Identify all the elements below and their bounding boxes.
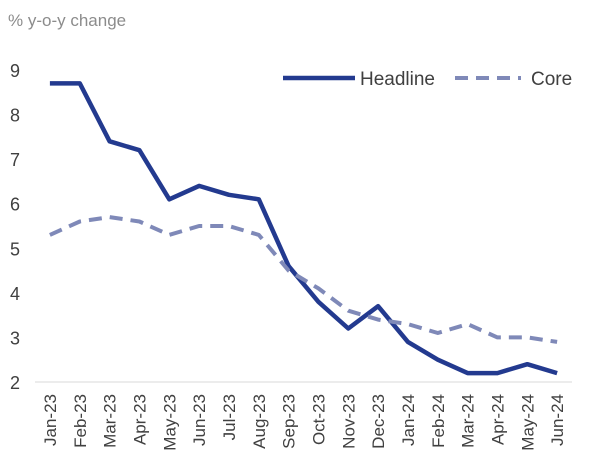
x-tick-label: Oct-23 (309, 394, 328, 445)
x-tick-label: Apr-23 (130, 394, 149, 445)
y-tick-labels: 2 3 4 5 6 7 8 9 (10, 61, 20, 393)
x-tick-label: Jul-23 (220, 394, 239, 440)
y-tick-label: 4 (10, 284, 20, 304)
x-tick-label: Jun-24 (548, 394, 567, 446)
y-tick-label: 6 (10, 195, 20, 215)
x-tick-labels: Jan-23 Feb-23 Mar-23 Apr-23 May-23 Jun-23 Jul-… (41, 394, 567, 451)
x-tick-label: Apr-24 (488, 394, 507, 445)
x-tick-label: Aug-23 (250, 394, 269, 449)
y-tick-label: 7 (10, 150, 20, 170)
x-tick-label: Sep-23 (280, 394, 299, 449)
y-axis-label: % y-o-y change (8, 11, 126, 30)
x-tick-label: Nov-23 (339, 394, 358, 449)
x-tick-label: Mar-23 (101, 394, 120, 448)
x-tick-label: Mar-24 (459, 394, 478, 448)
x-tick-label: May-23 (160, 394, 179, 451)
legend-label-core: Core (531, 69, 572, 90)
y-tick-label: 9 (10, 61, 20, 81)
series-lines (49, 81, 558, 376)
y-tick-label: 5 (10, 239, 20, 259)
x-tick-label: Jun-23 (190, 394, 209, 446)
x-tick-label: Dec-23 (369, 394, 388, 449)
x-tick-label: Jan-23 (41, 394, 60, 446)
y-tick-label: 3 (10, 328, 20, 348)
legend-label-headline: Headline (360, 69, 435, 90)
legend: Headline Core (283, 69, 572, 90)
x-tick-label: May-24 (518, 394, 537, 451)
x-tick-label: Feb-24 (429, 394, 448, 448)
x-tick-label: Feb-23 (71, 394, 90, 448)
series-line-headline (49, 81, 558, 376)
x-tick-label: Jan-24 (399, 394, 418, 446)
y-tick-label: 8 (10, 106, 20, 126)
series-line-core (49, 215, 558, 344)
y-tick-label: 2 (10, 373, 20, 393)
